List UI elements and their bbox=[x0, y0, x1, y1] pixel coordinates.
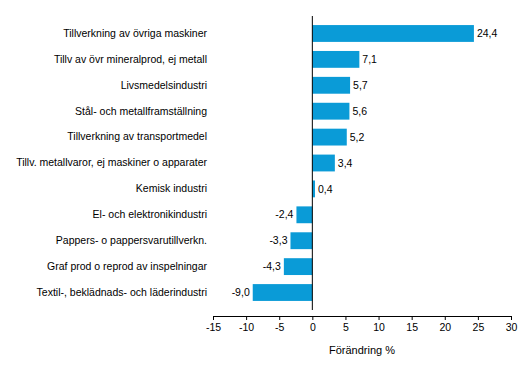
x-tick-mark bbox=[511, 316, 512, 320]
x-tick-label: -5 bbox=[275, 321, 284, 333]
category-label: Livsmedelsindustri bbox=[121, 79, 207, 91]
x-axis-title: Förändring % bbox=[329, 344, 395, 356]
y-tick: Tillverkning av transportmedel bbox=[67, 130, 213, 142]
x-tick-label: 5 bbox=[343, 321, 349, 333]
category-label: Graf prod o reprod av inspelningar bbox=[47, 260, 207, 272]
x-tick-mark bbox=[478, 316, 479, 320]
data-labels: 24,4 7,1 5,7 5,6 5,2 3,4 0,4 -2,4 -3,3 -4,3 -9,0 bbox=[232, 27, 498, 298]
x-tick: 5 bbox=[343, 316, 349, 333]
bar bbox=[284, 258, 312, 275]
x-tick-label: -10 bbox=[239, 321, 254, 333]
x-tick-mark bbox=[445, 316, 446, 320]
x-tick-mark bbox=[246, 316, 247, 320]
data-label: 7,1 bbox=[362, 53, 377, 65]
x-tick: 10 bbox=[373, 316, 385, 333]
x-tick: 30 bbox=[506, 316, 518, 333]
category-label: Tillv av övr mineralprod, ej metall bbox=[54, 53, 207, 65]
category-label: Tillverkning av transportmedel bbox=[67, 130, 207, 142]
bar bbox=[312, 155, 335, 172]
category-label: Kemisk industri bbox=[136, 182, 207, 194]
category-label: Stål- och metallframställning bbox=[75, 105, 207, 117]
data-label: 5,7 bbox=[353, 79, 368, 91]
chart: 24,4 7,1 5,7 5,6 5,2 3,4 0,4 -2,4 -3,3 -4,3 -9,0 Ti… bbox=[0, 0, 529, 378]
bar bbox=[290, 232, 312, 249]
bar bbox=[312, 129, 346, 146]
bar bbox=[312, 103, 349, 120]
x-tick-label: 10 bbox=[373, 321, 385, 333]
x-tick-mark bbox=[379, 316, 380, 320]
y-tick: Kemisk industri bbox=[136, 182, 213, 194]
x-tick-mark bbox=[213, 316, 214, 320]
x-axis: -15 -10 -5 0 5 10 15 20 25 30 bbox=[206, 316, 518, 333]
x-tick-mark bbox=[345, 316, 346, 320]
data-label: -3,3 bbox=[269, 234, 287, 246]
data-label: 0,4 bbox=[318, 183, 333, 195]
y-tick: Stål- och metallframställning bbox=[75, 105, 213, 117]
x-tick: 0 bbox=[310, 316, 316, 333]
bar bbox=[312, 25, 474, 42]
category-label: Tillverkning av övriga maskiner bbox=[63, 27, 207, 39]
category-label: El- och elektronikindustri bbox=[93, 208, 207, 220]
bars bbox=[253, 25, 474, 301]
x-tick-mark bbox=[279, 316, 280, 320]
y-tick: Textil-, beklädnads- och läderindustri bbox=[37, 286, 213, 298]
x-tick: -10 bbox=[239, 316, 254, 333]
x-tick-label: 0 bbox=[310, 321, 316, 333]
x-tick-label: 30 bbox=[506, 321, 518, 333]
data-label: -9,0 bbox=[232, 286, 250, 298]
x-tick-mark bbox=[412, 316, 413, 320]
x-tick: -5 bbox=[275, 316, 284, 333]
category-label: Textil-, beklädnads- och läderindustri bbox=[37, 286, 207, 298]
data-label: 5,2 bbox=[350, 131, 365, 143]
x-tick: 25 bbox=[473, 316, 485, 333]
data-label: 3,4 bbox=[338, 157, 353, 169]
bar bbox=[296, 206, 312, 223]
bar bbox=[312, 77, 350, 94]
x-tick-label: 25 bbox=[473, 321, 485, 333]
y-tick: El- och elektronikindustri bbox=[93, 208, 213, 220]
zero-line bbox=[312, 16, 313, 310]
data-label: 24,4 bbox=[477, 27, 498, 39]
bar bbox=[312, 51, 359, 68]
y-tick: Tillverkning av övriga maskiner bbox=[63, 27, 213, 39]
data-label: 5,6 bbox=[352, 105, 367, 117]
data-label: -4,3 bbox=[263, 260, 281, 272]
y-tick: Livsmedelsindustri bbox=[121, 79, 213, 91]
category-label: Tillv. metallvaror, ej maskiner o appara… bbox=[16, 156, 207, 168]
x-tick: -15 bbox=[206, 316, 221, 333]
plot: 24,4 7,1 5,7 5,6 5,2 3,4 0,4 -2,4 -3,3 -4,3 -9,0 Ti… bbox=[16, 16, 517, 333]
x-tick-label: 15 bbox=[406, 321, 418, 333]
y-tick: Tillv. metallvaror, ej maskiner o appara… bbox=[16, 156, 213, 168]
x-tick-label: -15 bbox=[206, 321, 221, 333]
x-tick: 15 bbox=[406, 316, 418, 333]
x-tick-mark bbox=[312, 316, 313, 320]
y-tick: Graf prod o reprod av inspelningar bbox=[47, 260, 213, 272]
category-label: Pappers- o pappersvarutillverkn. bbox=[56, 234, 207, 246]
bar bbox=[253, 284, 313, 301]
x-tick: 20 bbox=[439, 316, 451, 333]
data-label: -2,4 bbox=[275, 208, 293, 220]
x-axis-line bbox=[214, 317, 512, 321]
y-tick: Pappers- o pappersvarutillverkn. bbox=[56, 234, 213, 246]
y-axis: Tillverkning av övriga maskiner Tillv av … bbox=[16, 27, 213, 298]
x-tick-label: 20 bbox=[439, 321, 451, 333]
y-tick: Tillv av övr mineralprod, ej metall bbox=[54, 53, 213, 65]
